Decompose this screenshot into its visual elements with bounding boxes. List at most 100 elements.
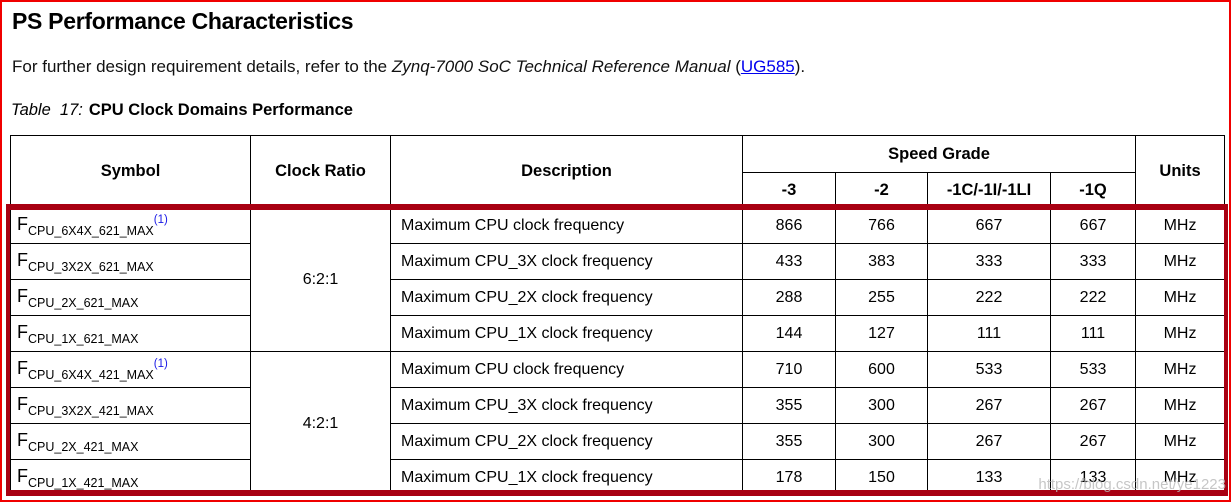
intro-suffix: ). bbox=[794, 57, 806, 76]
symbol-subscript: CPU_2X_421_MAX bbox=[28, 439, 139, 454]
symbol-cell: FCPU_3X2X_621_MAX bbox=[10, 243, 251, 280]
ug585-link[interactable]: UG585 bbox=[740, 57, 795, 76]
description-cell: Maximum CPU_3X clock frequency bbox=[390, 243, 743, 280]
symbol-subscript: CPU_6X4X_421_MAX bbox=[28, 367, 154, 382]
cpu-clock-domains-table: Symbol Clock Ratio Description Speed Gra… bbox=[10, 135, 1226, 496]
symbol-base: F bbox=[17, 465, 28, 486]
symbol-cell: FCPU_1X_621_MAX bbox=[10, 315, 251, 352]
speed-grade-value-cell: 333 bbox=[927, 243, 1051, 280]
symbol-base: F bbox=[17, 393, 28, 414]
symbol-subscript: CPU_1X_421_MAX bbox=[28, 475, 139, 490]
clock-ratio-cell: 4:2:1 bbox=[250, 351, 391, 496]
speed-grade-value-cell: 355 bbox=[742, 423, 836, 460]
units-cell: MHz bbox=[1135, 315, 1226, 352]
clock-ratio-cell: 6:2:1 bbox=[250, 207, 391, 352]
table-caption-label: Table 17: bbox=[11, 101, 83, 119]
description-cell: Maximum CPU clock frequency bbox=[390, 351, 743, 388]
intro-paragraph: For further design requirement details, … bbox=[12, 57, 805, 77]
speed-grade-value-cell: 255 bbox=[835, 279, 928, 316]
intro-prefix: For further design requirement details, … bbox=[12, 57, 392, 76]
col-header-description: Description bbox=[390, 135, 743, 208]
description-cell: Maximum CPU_2X clock frequency bbox=[390, 423, 743, 460]
units-cell: MHz bbox=[1135, 279, 1226, 316]
speed-grade-value-cell: 133 bbox=[927, 459, 1051, 496]
symbol-base: F bbox=[17, 429, 28, 450]
speed-grade-value-cell: 267 bbox=[1049, 387, 1137, 424]
symbol-subscript: CPU_1X_621_MAX bbox=[28, 331, 139, 346]
col-header-grade-3: -3 bbox=[742, 172, 836, 208]
speed-grade-value-cell: 667 bbox=[927, 207, 1051, 244]
speed-grade-value-cell: 222 bbox=[1049, 279, 1137, 316]
symbol-cell: FCPU_6X4X_421_MAX(1) bbox=[10, 351, 251, 388]
footnote-ref-link[interactable]: (1) bbox=[153, 213, 168, 226]
symbol-base: F bbox=[17, 321, 28, 342]
col-header-symbol: Symbol bbox=[10, 135, 251, 208]
speed-grade-value-cell: 533 bbox=[1049, 351, 1137, 388]
table-row: FCPU_1X_621_MAX Maximum CPU_1X clock freq… bbox=[10, 315, 1226, 352]
speed-grade-value-cell: 300 bbox=[835, 423, 928, 460]
speed-grade-value-cell: 433 bbox=[742, 243, 836, 280]
speed-grade-value-cell: 600 bbox=[835, 351, 928, 388]
speed-grade-value-cell: 866 bbox=[742, 207, 836, 244]
speed-grade-value-cell: 111 bbox=[1049, 315, 1137, 352]
symbol-base: F bbox=[17, 213, 28, 234]
col-header-grade-1c: -1C/-1I/-1LI bbox=[927, 172, 1051, 208]
description-cell: Maximum CPU clock frequency bbox=[390, 207, 743, 244]
speed-grade-value-cell: 267 bbox=[1049, 423, 1137, 460]
units-cell: MHz bbox=[1135, 459, 1226, 496]
symbol-base: F bbox=[17, 249, 28, 270]
units-cell: MHz bbox=[1135, 207, 1226, 244]
col-header-speed-grade: Speed Grade bbox=[741, 135, 1137, 173]
speed-grade-value-cell: 178 bbox=[742, 459, 836, 496]
speed-grade-value-cell: 267 bbox=[927, 423, 1051, 460]
col-header-grade-2: -2 bbox=[835, 172, 928, 208]
table-row: FCPU_1X_421_MAX Maximum CPU_1X clock freq… bbox=[10, 459, 1226, 496]
speed-grade-value-cell: 766 bbox=[835, 207, 928, 244]
symbol-subscript: CPU_3X2X_621_MAX bbox=[28, 259, 154, 274]
speed-grade-value-cell: 383 bbox=[835, 243, 928, 280]
description-cell: Maximum CPU_2X clock frequency bbox=[390, 279, 743, 316]
symbol-cell: FCPU_2X_421_MAX bbox=[10, 423, 251, 460]
footnote-ref-link[interactable]: (1) bbox=[153, 357, 168, 370]
symbol-base: F bbox=[17, 285, 28, 306]
page-title: PS Performance Characteristics bbox=[12, 8, 354, 34]
speed-grade-value-cell: 222 bbox=[927, 279, 1051, 316]
units-cell: MHz bbox=[1135, 387, 1226, 424]
speed-grade-value-cell: 288 bbox=[742, 279, 836, 316]
symbol-cell: FCPU_6X4X_621_MAX(1) bbox=[10, 207, 251, 244]
description-cell: Maximum CPU_1X clock frequency bbox=[390, 459, 743, 496]
table-row: FCPU_2X_621_MAX Maximum CPU_2X clock freq… bbox=[10, 279, 1226, 316]
units-cell: MHz bbox=[1135, 423, 1226, 460]
table-row: FCPU_6X4X_621_MAX(1) 6:2:1 Maximum CPU clo… bbox=[10, 207, 1226, 352]
speed-grade-value-cell: 111 bbox=[927, 315, 1051, 352]
speed-grade-value-cell: 300 bbox=[835, 387, 928, 424]
description-cell: Maximum CPU_3X clock frequency bbox=[390, 387, 743, 424]
table-caption-title: CPU Clock Domains Performance bbox=[88, 101, 353, 119]
symbol-cell: FCPU_3X2X_421_MAX bbox=[10, 387, 251, 424]
symbol-base: F bbox=[17, 357, 28, 378]
table-caption: Table 17: CPU Clock Domains Performance bbox=[11, 101, 353, 120]
speed-grade-value-cell: 710 bbox=[742, 351, 836, 388]
speed-grade-value-cell: 355 bbox=[742, 387, 836, 424]
symbol-cell: FCPU_1X_421_MAX bbox=[10, 459, 251, 496]
symbol-cell: FCPU_2X_621_MAX bbox=[10, 279, 251, 316]
speed-grade-value-cell: 267 bbox=[927, 387, 1051, 424]
units-cell: MHz bbox=[1135, 351, 1226, 388]
col-header-units: Units bbox=[1135, 135, 1226, 208]
col-header-grade-1q: -1Q bbox=[1049, 172, 1137, 208]
speed-grade-value-cell: 133 bbox=[1049, 459, 1137, 496]
speed-grade-value-cell: 144 bbox=[742, 315, 836, 352]
speed-grade-value-cell: 333 bbox=[1049, 243, 1137, 280]
description-cell: Maximum CPU_1X clock frequency bbox=[390, 315, 743, 352]
table-row: FCPU_6X4X_421_MAX(1) 4:2:1 Maximum CPU clo… bbox=[10, 351, 1226, 496]
manual-title: Zynq-7000 SoC Technical Reference Manual bbox=[391, 57, 731, 76]
units-cell: MHz bbox=[1135, 243, 1226, 280]
symbol-subscript: CPU_3X2X_421_MAX bbox=[28, 403, 154, 418]
col-header-clock-ratio: Clock Ratio bbox=[250, 135, 391, 208]
speed-grade-value-cell: 150 bbox=[835, 459, 928, 496]
header-row-top: Symbol Clock Ratio Description Speed Gra… bbox=[10, 135, 1226, 208]
table-row: FCPU_3X2X_621_MAX Maximum CPU_3X clock fr… bbox=[10, 243, 1226, 280]
speed-grade-value-cell: 533 bbox=[927, 351, 1051, 388]
symbol-subscript: CPU_2X_621_MAX bbox=[28, 295, 139, 310]
